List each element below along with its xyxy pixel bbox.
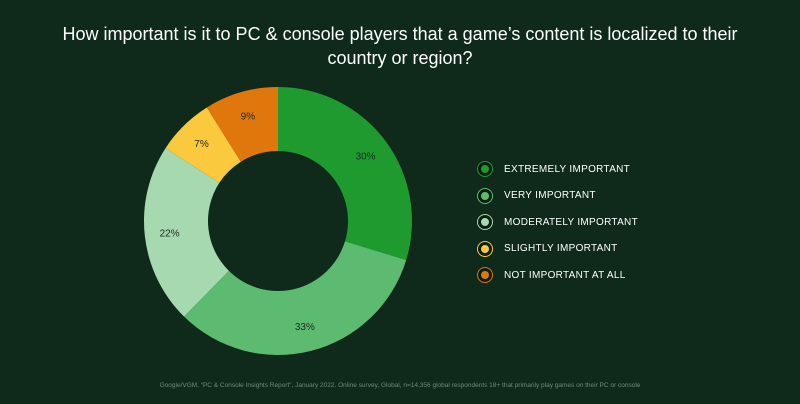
legend-swatch-icon <box>478 241 492 256</box>
legend-label: VERY IMPORTANT <box>504 190 596 202</box>
legend-item-extremely-important: EXTREMELY IMPORTANT <box>478 156 638 183</box>
chart-title: How important is it to PC & console play… <box>62 24 738 68</box>
slice-not-important-at-all <box>206 87 278 162</box>
value-label-moderately-important: 22% <box>160 228 180 239</box>
legend-swatch-icon <box>478 162 492 177</box>
slice-very-important <box>183 241 407 356</box>
value-label-slightly-important: 7% <box>194 139 209 150</box>
donut-value-labels: 30% 33% 22% 7% 9% <box>160 112 376 333</box>
legend-item-moderately-important: MODERATELY IMPORTANT <box>478 209 638 236</box>
legend-item-very-important: VERY IMPORTANT <box>478 183 638 210</box>
slice-slightly-important <box>165 107 241 183</box>
slice-extremely-important <box>278 87 412 261</box>
legend-swatch-icon <box>478 215 492 230</box>
legend-item-not-important-at-all: NOT IMPORTANT AT ALL <box>478 262 638 289</box>
legend-swatch-icon <box>478 268 492 283</box>
slice-moderately-important <box>144 148 229 317</box>
value-label-not-important-at-all: 9% <box>241 112 256 123</box>
legend-label: SLIGHTLY IMPORTANT <box>504 243 618 255</box>
legend-item-slightly-important: SLIGHTLY IMPORTANT <box>478 236 638 263</box>
source-footnote: Google/VGM, “PC & Console Insights Repor… <box>159 382 641 389</box>
chart-legend: EXTREMELY IMPORTANT VERY IMPORTANT MODERAT… <box>478 156 638 289</box>
donut-slices <box>144 87 412 356</box>
legend-label: EXTREMELY IMPORTANT <box>504 163 631 175</box>
legend-swatch-icon <box>478 188 492 203</box>
value-label-extremely-important: 30% <box>356 152 376 163</box>
legend-label: MODERATELY IMPORTANT <box>504 216 638 228</box>
value-label-very-important: 33% <box>295 322 315 333</box>
legend-label: NOT IMPORTANT AT ALL <box>504 269 626 281</box>
